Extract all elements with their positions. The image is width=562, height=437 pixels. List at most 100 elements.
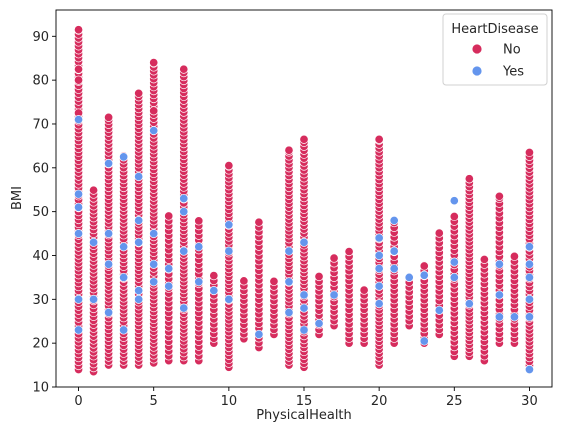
data-point-yes: [119, 325, 129, 335]
data-point-no: [149, 106, 159, 116]
data-point-yes: [299, 303, 309, 313]
data-point-yes: [449, 196, 459, 206]
data-point-yes: [104, 307, 114, 318]
data-point-yes: [524, 312, 534, 322]
x-tick-label: 20: [371, 394, 388, 409]
data-point-no: [374, 134, 384, 144]
data-point-yes: [224, 220, 234, 230]
legend-frame: [442, 13, 548, 86]
data-point-no: [344, 246, 354, 257]
data-point-yes: [74, 115, 84, 125]
y-axis-label: BMI: [10, 186, 25, 210]
data-point-no: [419, 261, 429, 271]
data-point-yes: [194, 242, 204, 252]
x-axis-label: PhysicalHealth: [256, 408, 352, 423]
data-point-yes: [179, 303, 189, 313]
data-point-yes: [134, 172, 144, 182]
data-point-no: [509, 251, 519, 261]
points-layer: [74, 25, 534, 377]
data-point-yes: [524, 272, 534, 282]
data-point-yes: [509, 312, 519, 322]
data-point-yes: [134, 215, 144, 225]
data-point-yes: [134, 286, 144, 296]
data-point-yes: [149, 277, 159, 287]
data-point-yes: [464, 299, 474, 309]
data-point-yes: [389, 246, 399, 256]
data-point-yes: [299, 325, 309, 335]
x-tick-label: 10: [221, 394, 238, 409]
data-point-yes: [494, 312, 504, 322]
data-point-yes: [89, 294, 99, 304]
data-point-yes: [74, 229, 84, 239]
data-point-yes: [119, 242, 129, 252]
y-tick-label: 80: [32, 74, 49, 89]
data-point-no: [464, 174, 474, 184]
data-point-no: [179, 64, 189, 74]
data-point-yes: [314, 318, 324, 328]
data-point-no: [74, 64, 84, 74]
data-point-no: [89, 185, 99, 195]
data-point-yes: [74, 189, 84, 199]
legend-marker-yes: [471, 65, 483, 77]
data-point-no: [359, 285, 369, 295]
data-point-yes: [374, 233, 384, 243]
data-point-yes: [329, 290, 339, 300]
data-point-yes: [434, 305, 444, 315]
y-tick-label: 10: [32, 381, 49, 396]
data-point-yes: [74, 325, 84, 335]
data-point-yes: [419, 336, 429, 346]
data-point-no: [134, 88, 144, 98]
data-point-yes: [134, 237, 144, 247]
y-tick-label: 70: [32, 117, 49, 132]
legend-label-no: No: [503, 43, 521, 58]
data-point-yes: [224, 246, 234, 256]
data-point-yes: [284, 307, 294, 318]
data-point-yes: [494, 290, 504, 300]
data-point-yes: [524, 294, 534, 304]
x-tick-label: 25: [446, 394, 463, 409]
data-point-yes: [194, 277, 204, 287]
data-point-no: [104, 112, 114, 122]
data-point-yes: [404, 272, 414, 282]
data-point-yes: [164, 264, 174, 274]
data-point-yes: [149, 126, 159, 136]
data-point-yes: [284, 246, 294, 256]
y-tick-label: 40: [32, 249, 49, 264]
data-point-yes: [149, 259, 159, 269]
data-point-no: [194, 216, 204, 226]
data-point-yes: [299, 237, 309, 247]
data-point-yes: [284, 277, 294, 287]
data-point-no: [254, 217, 264, 227]
data-point-yes: [179, 207, 189, 217]
y-tick-label: 60: [32, 161, 49, 176]
data-point-yes: [254, 329, 264, 339]
x-tick-label: 5: [150, 394, 158, 409]
data-point-no: [209, 271, 219, 281]
data-point-yes: [164, 281, 174, 291]
data-point-no: [314, 271, 324, 282]
data-point-yes: [89, 237, 99, 247]
data-point-no: [224, 161, 234, 171]
data-point-no: [284, 145, 294, 155]
data-point-yes: [374, 264, 384, 274]
data-point-yes: [104, 158, 114, 168]
data-point-yes: [374, 281, 384, 291]
data-point-no: [149, 58, 159, 68]
data-point-no: [434, 228, 444, 238]
data-point-yes: [524, 364, 534, 375]
y-tick-label: 90: [32, 30, 49, 45]
data-point-yes: [449, 272, 459, 282]
y-tick-label: 50: [32, 205, 49, 220]
y-tick-label: 30: [32, 293, 49, 308]
data-point-yes: [524, 259, 534, 269]
data-point-yes: [374, 299, 384, 309]
data-point-yes: [104, 229, 114, 239]
x-tick-label: 30: [521, 394, 538, 409]
data-point-no: [479, 254, 489, 264]
data-point-yes: [74, 202, 84, 212]
data-point-no: [299, 134, 309, 144]
data-point-yes: [179, 246, 189, 256]
data-point-yes: [224, 294, 234, 304]
